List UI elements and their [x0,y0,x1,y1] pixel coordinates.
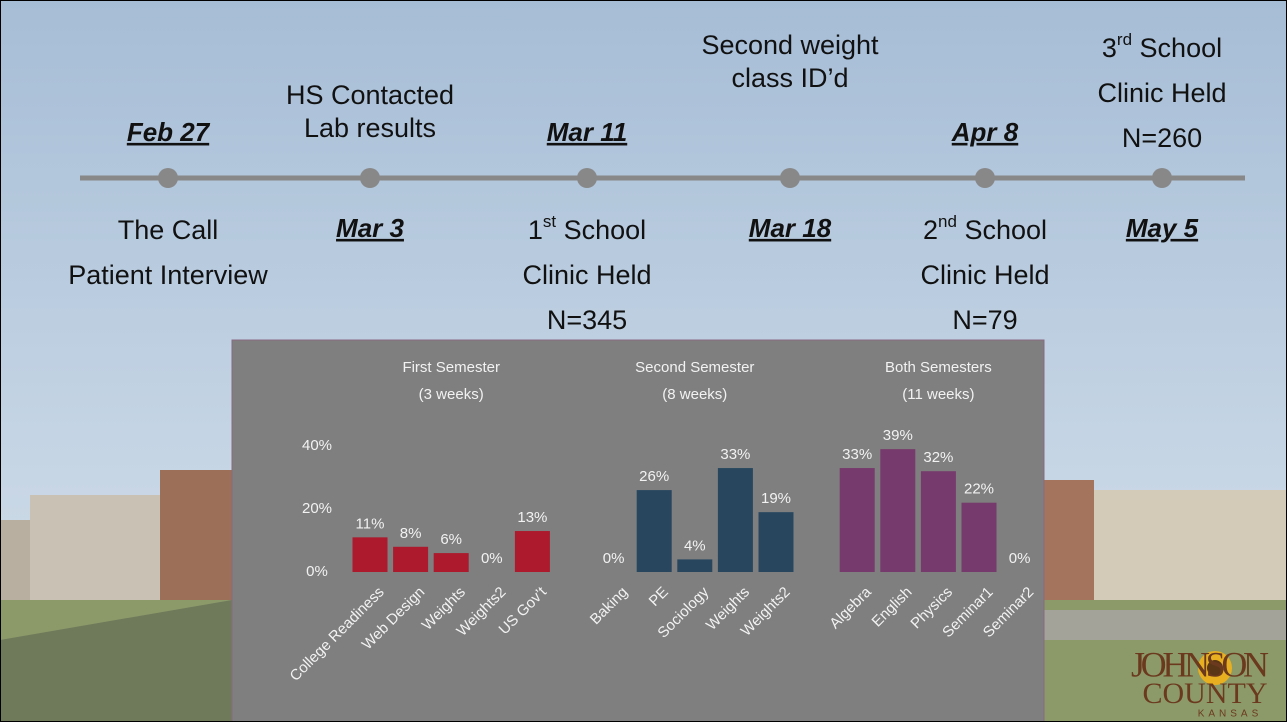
value-label: 33% [720,446,750,463]
bar [515,531,550,572]
y-tick-label: 40% [302,437,332,454]
event-label-sup: st [543,212,557,231]
slide: Feb 27 The Call Patient Interview Mar 3 HS C… [0,0,1287,722]
group-title: Second Semester [635,359,754,376]
event-label: Second weight [701,30,879,60]
event-date: May 5 [1126,213,1199,243]
event-label-sup: rd [1117,30,1132,49]
group-title: (3 weeks) [419,386,484,403]
event-label: Patient Interview [68,260,268,290]
bar [393,547,428,572]
event-label: N=260 [1122,123,1202,153]
timeline-dot [1152,168,1172,188]
value-label: 8% [400,525,422,542]
logo-line2: COUNTY [1143,677,1268,710]
value-label: 26% [639,468,669,485]
value-label: 13% [517,509,547,526]
event-label-part: 3 [1102,33,1117,63]
bar [434,553,469,572]
bar [718,468,753,572]
event-label-part: School [556,215,646,245]
group-title: (8 weeks) [662,386,727,403]
event-date: Apr 8 [951,117,1019,147]
logo: JOHNSON COUNTY KANSAS [1131,644,1269,719]
value-label: 11% [356,515,385,532]
value-label: 6% [440,531,462,548]
y-tick-label: 0% [306,563,328,580]
timeline-dot [158,168,178,188]
group-title: Both Semesters [885,359,992,376]
event-label: The Call [118,215,219,245]
value-label: 22% [964,481,994,498]
value-label: 0% [481,550,503,567]
event-label: Clinic Held [920,260,1049,290]
value-label: 4% [684,537,706,554]
event-date: Mar 3 [336,213,404,243]
event-label-sup: nd [938,212,957,231]
value-label: 33% [842,446,872,463]
bar [880,449,915,572]
group-title: First Semester [402,359,500,376]
event-label: N=345 [547,305,627,335]
value-label: 19% [761,490,791,507]
bar [840,468,875,572]
event-date: Mar 18 [749,213,832,243]
event-label: HS Contacted [286,80,454,110]
event-date: Feb 27 [127,117,211,147]
event-date: Mar 11 [547,117,627,147]
event-label: Clinic Held [522,260,651,290]
y-tick-label: 20% [302,500,332,517]
bar [921,471,956,572]
group-title: (11 weeks) [902,386,974,403]
event-label-part: School [957,215,1047,245]
event-label: N=79 [952,305,1017,335]
timeline-dot [577,168,597,188]
event-label: Clinic Held [1097,78,1226,108]
event-label-part: School [1132,33,1222,63]
event-label-part: 1 [528,215,543,245]
event-label: class ID’d [731,63,848,93]
timeline-dot [780,168,800,188]
bar [353,537,388,572]
bar [962,503,997,572]
value-label: 0% [1009,550,1031,567]
bar [759,512,794,572]
event-label: Lab results [304,113,436,143]
bar [677,559,712,572]
value-label: 0% [603,550,625,567]
event-label-part: 2 [923,215,938,245]
value-label: 32% [923,449,953,466]
timeline-dot [975,168,995,188]
timeline-dot [360,168,380,188]
bar [637,490,672,572]
value-label: 39% [883,427,913,444]
logo-line3: KANSAS [1198,709,1263,720]
